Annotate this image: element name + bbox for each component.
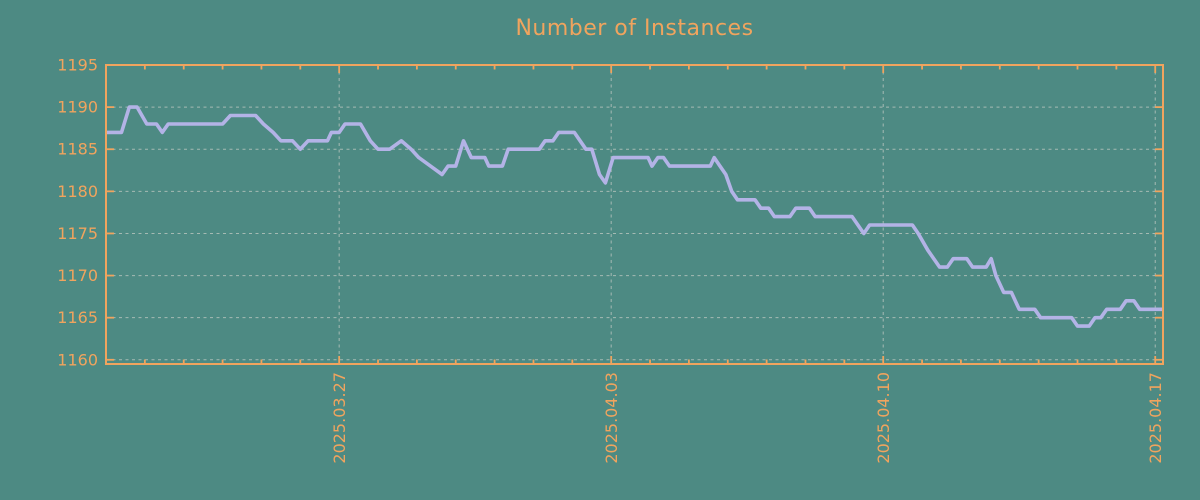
plot-frame bbox=[105, 64, 1164, 365]
y-tick-label: 1175 bbox=[57, 224, 98, 243]
series-line bbox=[106, 105, 1163, 328]
x-tick-label: 2025.03.27 bbox=[330, 372, 349, 464]
y-tick-label: 1180 bbox=[57, 182, 98, 201]
y-tick-label: 1185 bbox=[57, 140, 98, 159]
y-tick-label: 1195 bbox=[57, 56, 98, 75]
x-tick-label: 2025.04.10 bbox=[874, 372, 893, 464]
x-tick-label: 2025.04.17 bbox=[1146, 372, 1165, 464]
y-tick-label: 1190 bbox=[57, 98, 98, 117]
y-tick-label: 1165 bbox=[57, 308, 98, 327]
y-tick-label: 1160 bbox=[57, 350, 98, 369]
x-tick-label: 2025.04.03 bbox=[602, 372, 621, 464]
y-tick-label: 1170 bbox=[57, 266, 98, 285]
chart-title: Number of Instances bbox=[515, 16, 754, 41]
